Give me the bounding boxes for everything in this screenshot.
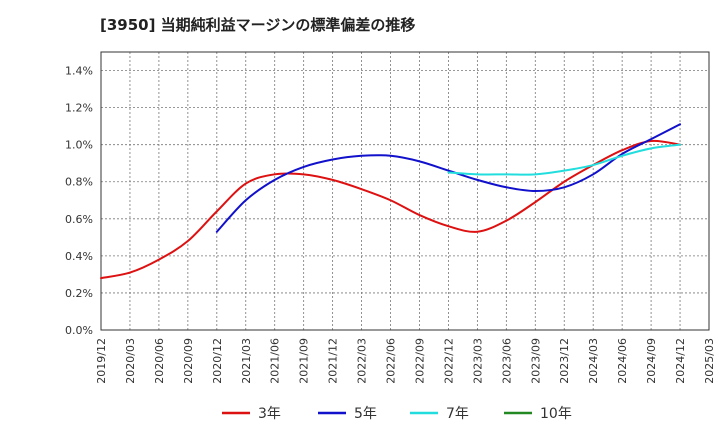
x-tick-label: 2021/12 xyxy=(327,338,340,384)
legend-label: 7年 xyxy=(446,406,469,422)
legend-label: 3年 xyxy=(258,406,281,422)
x-tick-label: 2022/09 xyxy=(413,338,426,384)
x-tick-label: 2020/06 xyxy=(153,338,166,384)
y-tick-label: 1.0% xyxy=(65,139,93,152)
x-tick-label: 2025/03 xyxy=(703,338,716,384)
x-tick-label: 2020/09 xyxy=(182,338,195,384)
x-tick-label: 2023/12 xyxy=(558,338,571,384)
x-tick-label: 2024/12 xyxy=(674,338,687,384)
chart-title: [3950] 当期純利益マージンの標準偏差の推移 xyxy=(100,16,416,34)
y-tick-label: 1.2% xyxy=(65,102,93,115)
plot-frame xyxy=(100,51,710,331)
x-tick-label: 2022/03 xyxy=(356,338,369,384)
x-tick-label: 2019/12 xyxy=(95,338,108,384)
series-line-7年 xyxy=(447,143,682,176)
y-tick-label: 0.2% xyxy=(65,287,93,300)
y-tick-label: 0.6% xyxy=(65,213,93,226)
x-tick-label: 2024/09 xyxy=(645,338,658,384)
series-line-5年 xyxy=(215,123,682,233)
x-tick-label: 2021/06 xyxy=(269,338,282,384)
x-tick-label: 2022/12 xyxy=(442,338,455,384)
x-tick-label: 2021/09 xyxy=(298,338,311,384)
legend-label: 5年 xyxy=(354,406,377,422)
legend-label: 10年 xyxy=(540,406,572,422)
y-tick-label: 0.0% xyxy=(65,324,93,337)
x-tick-label: 2021/03 xyxy=(240,338,253,384)
y-tick-label: 1.4% xyxy=(65,65,93,78)
x-tick-label: 2024/06 xyxy=(616,338,629,384)
x-tick-label: 2023/06 xyxy=(500,338,513,384)
x-tick-label: 2020/03 xyxy=(124,338,137,384)
y-tick-label: 0.4% xyxy=(65,250,93,263)
x-tick-label: 2024/03 xyxy=(587,338,600,384)
y-tick-label: 0.8% xyxy=(65,176,93,189)
series-line-3年 xyxy=(100,139,682,280)
x-tick-label: 2023/09 xyxy=(529,338,542,384)
x-tick-label: 2022/06 xyxy=(385,338,398,384)
x-tick-label: 2023/03 xyxy=(471,338,484,384)
plot-area xyxy=(101,52,709,330)
x-tick-label: 2020/12 xyxy=(211,338,224,384)
